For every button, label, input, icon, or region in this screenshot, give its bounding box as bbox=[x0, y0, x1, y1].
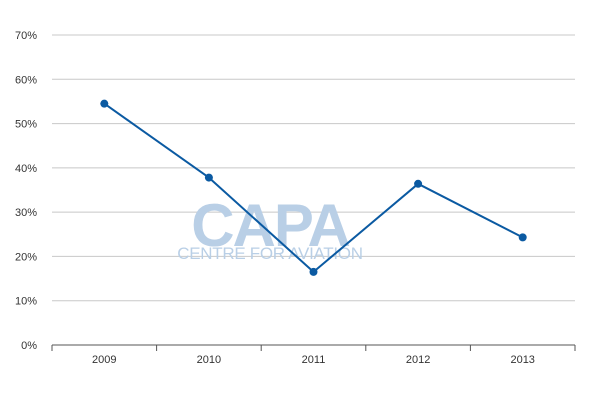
data-point bbox=[518, 233, 527, 242]
data-point bbox=[414, 179, 423, 188]
x-axis-ticks: 2009 2010 2011 2012 2013 bbox=[92, 354, 535, 366]
watermark-logo: CAPA bbox=[191, 192, 349, 259]
x-tick-label: 2012 bbox=[406, 354, 430, 366]
data-point bbox=[309, 267, 318, 276]
x-tick-label: 2011 bbox=[302, 354, 326, 366]
y-axis-ticks: 0% 10% 20% 30% 40% 50% 60% 70% bbox=[15, 30, 37, 352]
y-tick-label: 30% bbox=[15, 207, 37, 219]
data-point bbox=[100, 99, 109, 108]
y-tick-label: 60% bbox=[15, 74, 37, 86]
y-tick-label: 10% bbox=[15, 296, 37, 308]
data-point bbox=[204, 173, 213, 182]
y-tick-label: 50% bbox=[15, 119, 37, 131]
x-tick-label: 2013 bbox=[510, 354, 534, 366]
watermark-subtitle: CENTRE FOR AVIATION bbox=[177, 244, 362, 263]
y-tick-label: 70% bbox=[15, 30, 37, 42]
y-tick-label: 0% bbox=[21, 340, 37, 352]
axes bbox=[51, 344, 576, 351]
x-tick-label: 2009 bbox=[92, 354, 116, 366]
x-tick-label: 2010 bbox=[197, 354, 221, 366]
series-layer bbox=[100, 99, 527, 276]
capa-watermark: CAPA CENTRE FOR AVIATION bbox=[177, 192, 363, 263]
y-tick-label: 20% bbox=[15, 251, 37, 263]
gridlines bbox=[52, 34, 575, 302]
y-tick-label: 40% bbox=[15, 163, 37, 175]
